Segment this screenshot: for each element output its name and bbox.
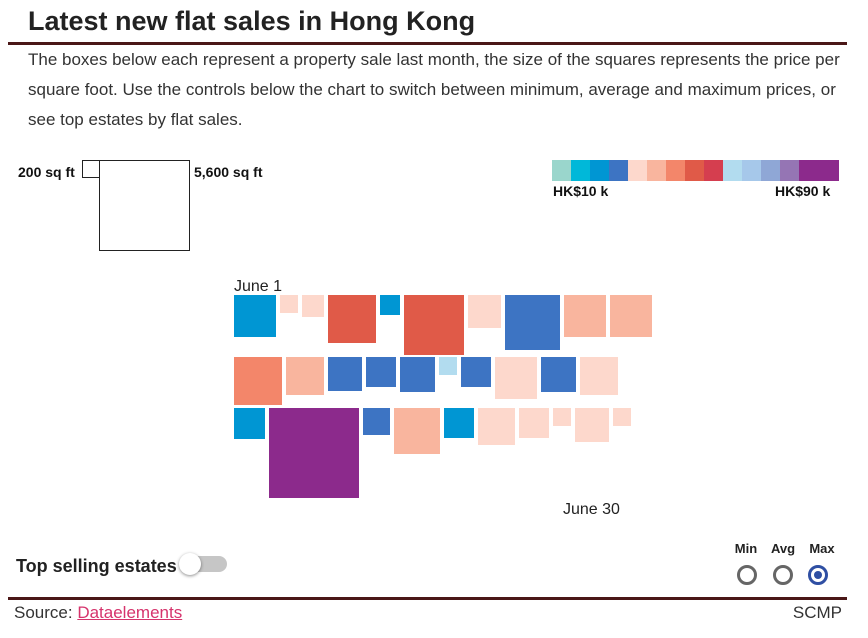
sale-square[interactable] xyxy=(234,357,282,405)
sale-square[interactable] xyxy=(439,357,457,375)
sale-square[interactable] xyxy=(613,408,631,426)
sale-square[interactable] xyxy=(461,357,491,387)
color-scale-swatch xyxy=(647,160,666,181)
sale-square[interactable] xyxy=(404,295,464,355)
sale-square[interactable] xyxy=(444,408,474,438)
color-scale-swatch xyxy=(761,160,780,181)
sale-square[interactable] xyxy=(234,295,276,337)
sale-square[interactable] xyxy=(505,295,560,350)
size-legend-large-label: 5,600 sq ft xyxy=(194,164,263,180)
max-option-label: Max xyxy=(809,541,835,556)
color-scale-swatch xyxy=(609,160,628,181)
color-scale-bar xyxy=(552,160,839,181)
color-scale-min-label: HK$10 k xyxy=(553,183,609,199)
color-scale-swatch xyxy=(799,160,819,181)
color-scale-swatch xyxy=(552,160,571,181)
sale-square[interactable] xyxy=(380,295,400,315)
size-legend-large-square xyxy=(99,160,190,251)
min-radio[interactable] xyxy=(737,565,757,585)
sale-square[interactable] xyxy=(269,408,359,498)
min-option-label: Min xyxy=(734,541,758,556)
color-scale-swatch xyxy=(780,160,799,181)
sale-square[interactable] xyxy=(553,408,571,426)
size-legend-small-label: 200 sq ft xyxy=(18,164,75,180)
color-scale-swatch xyxy=(571,160,590,181)
sale-square[interactable] xyxy=(400,357,435,392)
chart-start-label: June 1 xyxy=(234,278,283,295)
top-selling-estates-label: Top selling estates xyxy=(16,556,177,576)
source-link[interactable]: Dataelements xyxy=(77,603,183,622)
color-scale-swatch xyxy=(666,160,685,181)
sale-square[interactable] xyxy=(286,357,324,395)
color-scale-swatch xyxy=(742,160,761,181)
toggle-knob[interactable] xyxy=(179,553,201,575)
sale-square[interactable] xyxy=(302,295,324,317)
color-scale-swatch xyxy=(704,160,723,181)
sale-square[interactable] xyxy=(366,357,396,387)
sale-square[interactable] xyxy=(495,357,537,399)
sale-square[interactable] xyxy=(468,295,501,328)
color-scale-swatch xyxy=(685,160,704,181)
sale-square[interactable] xyxy=(541,357,576,392)
sale-square[interactable] xyxy=(234,408,265,439)
avg-option-label: Avg xyxy=(770,541,796,556)
sale-square[interactable] xyxy=(564,295,606,337)
brand-label: SCMP xyxy=(792,603,842,622)
size-legend-small-square xyxy=(82,160,100,178)
color-scale-swatch xyxy=(590,160,609,181)
sale-square[interactable] xyxy=(280,295,298,313)
chart-end-label: June 30 xyxy=(563,501,620,518)
sale-square[interactable] xyxy=(328,295,376,343)
avg-radio[interactable] xyxy=(773,565,793,585)
page-title: Latest new flat sales in Hong Kong xyxy=(28,6,476,36)
sale-square[interactable] xyxy=(575,408,609,442)
source-credit: Source: Dataelements xyxy=(14,603,182,623)
header-divider xyxy=(8,42,847,45)
sale-square[interactable] xyxy=(394,408,440,454)
sale-square[interactable] xyxy=(478,408,515,445)
chart-description: The boxes below each represent a propert… xyxy=(28,50,840,129)
max-radio[interactable] xyxy=(808,565,828,585)
color-scale-swatch xyxy=(723,160,742,181)
sale-square[interactable] xyxy=(328,357,362,391)
color-scale-max-label: HK$90 k xyxy=(775,183,831,199)
sale-square[interactable] xyxy=(610,295,652,337)
footer-divider xyxy=(8,597,847,600)
top-selling-estates-toggle[interactable] xyxy=(179,553,227,575)
source-prefix: Source: xyxy=(14,603,78,622)
color-scale-swatch xyxy=(628,160,647,181)
sale-square[interactable] xyxy=(580,357,618,395)
sale-square[interactable] xyxy=(519,408,549,438)
color-scale-swatch xyxy=(819,160,839,181)
sale-square[interactable] xyxy=(363,408,390,435)
